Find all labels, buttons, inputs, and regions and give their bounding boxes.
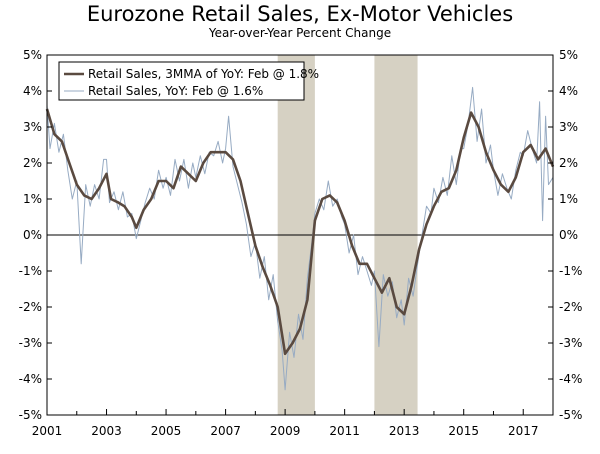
y-tick-label-left: -1% (19, 264, 42, 278)
y-tick-label-left: 4% (23, 84, 42, 98)
x-tick-label: 2003 (91, 424, 122, 438)
x-tick-label: 2009 (270, 424, 301, 438)
y-tick-label-right: 0% (559, 228, 578, 242)
y-tick-label-right: -4% (559, 372, 582, 386)
y-tick-label-right: -1% (559, 264, 582, 278)
y-tick-label-right: 3% (559, 120, 578, 134)
x-tick-label: 2007 (210, 424, 241, 438)
y-tick-label-left: 3% (23, 120, 42, 134)
y-tick-label-right: 4% (559, 84, 578, 98)
x-tick-label: 2017 (508, 424, 539, 438)
y-tick-label-right: 5% (559, 48, 578, 62)
x-tick-label: 2005 (151, 424, 182, 438)
y-tick-label-left: 2% (23, 156, 42, 170)
y-tick-label-right: 1% (559, 192, 578, 206)
y-tick-label-right: -5% (559, 408, 582, 422)
series-line-3mma (45, 108, 555, 356)
y-tick-label-left: -5% (19, 408, 42, 422)
y-tick-label-left: -4% (19, 372, 42, 386)
y-tick-label-left: -3% (19, 336, 42, 350)
series-layer (45, 86, 555, 391)
legend-label-secondary: Retail Sales, YoY: Feb @ 1.6% (88, 84, 263, 98)
chart-title: Eurozone Retail Sales, Ex-Motor Vehicles (87, 2, 513, 26)
x-tick-label: 2013 (389, 424, 420, 438)
legend: Retail Sales, 3MMA of YoY: Feb @ 1.8% Re… (58, 61, 319, 101)
y-tick-label-right: -2% (559, 300, 582, 314)
y-tick-label-right: 2% (559, 156, 578, 170)
y-tick-label-left: 5% (23, 48, 42, 62)
x-tick-label: 2015 (448, 424, 479, 438)
legend-box (58, 61, 305, 101)
x-tick-label: 2001 (32, 424, 63, 438)
chart-subtitle: Year-over-Year Percent Change (208, 26, 391, 40)
y-tick-label-left: 1% (23, 192, 42, 206)
x-tick-label: 2011 (329, 424, 360, 438)
y-tick-label-left: -2% (19, 300, 42, 314)
legend-label-primary: Retail Sales, 3MMA of YoY: Feb @ 1.8% (88, 67, 319, 81)
ticks-layer: 5% 5% 4% 4% 3% 3% 2% 2% 1% 1% 0% 0% -1% -1% -2% -2% -3% -… (19, 48, 583, 438)
series-line-yoy (46, 86, 554, 391)
y-tick-label-left: 0% (23, 228, 42, 242)
y-tick-label-right: -3% (559, 336, 582, 350)
